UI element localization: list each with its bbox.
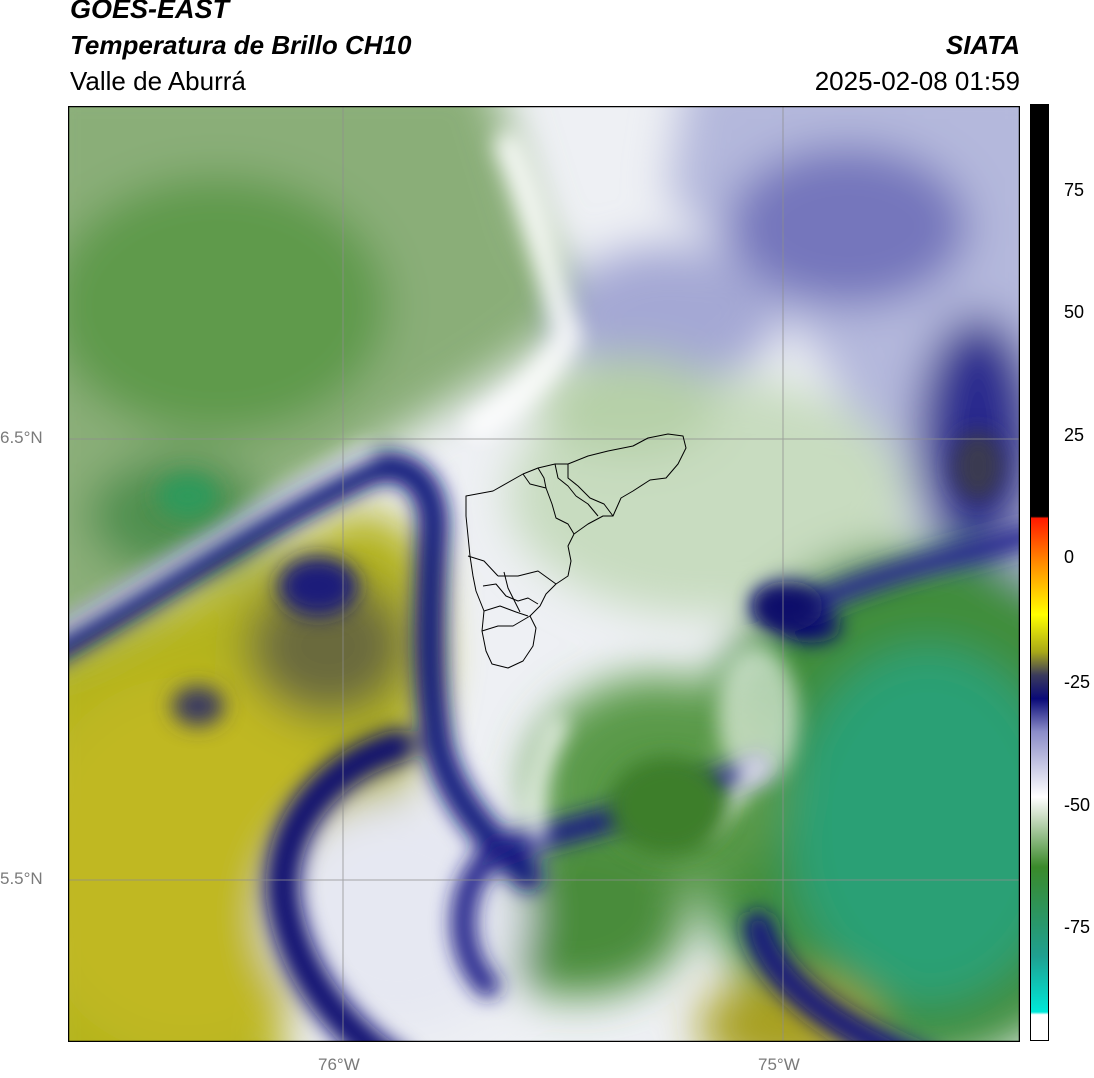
colorbar-tick: 50 [1064,302,1085,322]
colorbar [1030,104,1049,1041]
valle-de-aburra-boundaries [465,433,687,669]
timestamp: 2025-02-08 01:59 [814,66,1020,96]
colorbar-tick: 25 [1064,425,1085,445]
lon-tick-75w: 75°W [758,1055,800,1074]
lat-tick-5-5: 5.5°N [0,869,43,888]
brightness-temperature-map [68,106,1020,1042]
product-title: Temperatura de Brillo CH10 [70,30,412,60]
lon-tick-76w: 76°W [318,1055,360,1074]
lat-tick-6-5: 6.5°N [0,428,43,447]
map-frame [68,106,1020,1042]
colorbar-tick: 75 [1064,180,1085,200]
region-title: Valle de Aburrá [70,66,246,96]
cloud-field [68,106,1020,1042]
graticule [68,106,1020,1042]
satellite-title: GOES-EAST [70,0,230,24]
colorbar-tick: -50 [1064,795,1091,815]
agency-title: SIATA [945,30,1020,60]
colorbar-tick: 0 [1064,547,1075,567]
colorbar-tick: -25 [1064,672,1091,692]
colorbar-tick: -75 [1064,917,1091,937]
